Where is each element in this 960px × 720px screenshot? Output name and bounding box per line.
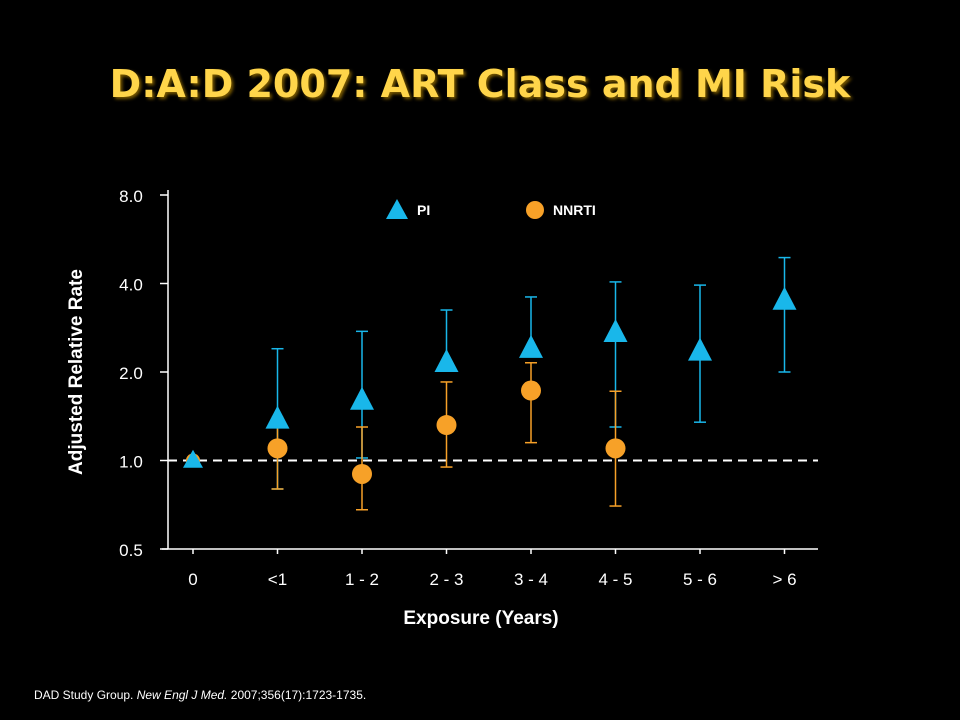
pi-point (772, 286, 797, 310)
legend-pi-label: PI (417, 202, 430, 218)
x-tick-label: 0 (188, 570, 197, 589)
y-axis-label: Adjusted Relative Rate (66, 269, 87, 475)
nnrti-point (352, 463, 372, 484)
x-tick-label: 1 - 2 (345, 570, 379, 589)
citation-authors: DAD Study Group. (34, 688, 134, 702)
x-tick-label: 5 - 6 (683, 570, 717, 589)
x-tick-label: 4 - 5 (598, 570, 632, 589)
y-tick-label: 4.0 (119, 276, 143, 295)
pi-point (183, 449, 203, 468)
y-tick-label: 1.0 (119, 453, 143, 472)
legend-pi-marker (386, 199, 408, 219)
citation-journal: New Engl J Med. (136, 688, 228, 702)
nnrti-point (605, 438, 626, 459)
x-tick-label: > 6 (772, 570, 796, 589)
legend-nnrti-marker (526, 201, 544, 219)
y-tick-label: 8.0 (119, 187, 143, 206)
pi-point (688, 337, 712, 361)
page-title: D:A:D 2007: ART Class and MI Risk (109, 62, 851, 106)
x-ticks: 0 <1 1 - 2 2 - 3 3 - 4 4 - 5 5 - 6 > 6 (188, 549, 797, 589)
x-axis-label: Exposure (Years) (403, 608, 558, 629)
x-tick-label: 3 - 4 (514, 570, 548, 589)
nnrti-point (267, 438, 288, 459)
nnrti-point (521, 380, 541, 401)
legend: PI NNRTI (386, 199, 596, 219)
y-tick-label: 2.0 (119, 364, 143, 383)
x-tick-label: 2 - 3 (429, 570, 463, 589)
y-tick-label: 0.5 (119, 541, 143, 560)
pi-point (265, 405, 290, 429)
x-tick-label: <1 (268, 570, 287, 589)
pi-point (603, 318, 628, 342)
citation: DAD Study Group. New Engl J Med. 2007;35… (34, 688, 366, 702)
pi-point (350, 386, 374, 410)
nnrti-point (436, 415, 457, 436)
chart-axes (162, 190, 818, 550)
legend-nnrti-label: NNRTI (553, 202, 596, 218)
data-markers (183, 286, 797, 484)
pi-point (434, 348, 459, 372)
pi-point (519, 334, 543, 358)
citation-details: 2007;356(17):1723-1735. (230, 688, 367, 702)
y-ticks: 0.5 1.0 2.0 4.0 8.0 (119, 187, 168, 560)
